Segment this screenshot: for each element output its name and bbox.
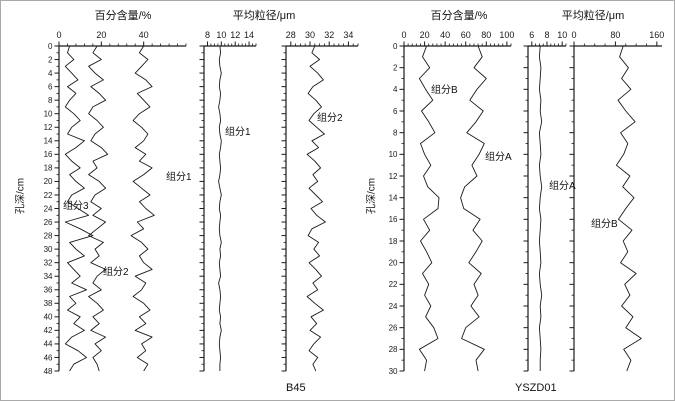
depth-tick-label: 0 xyxy=(393,42,398,51)
series-curve xyxy=(615,45,642,372)
depth-tick-label: 12 xyxy=(44,123,53,132)
x-tick-label: 60 xyxy=(461,30,471,40)
depth-tick-label: 36 xyxy=(44,286,53,295)
depth-tick-label: 2 xyxy=(48,55,53,64)
core-name-b45: B45 xyxy=(286,382,306,394)
x-tick-label: 14 xyxy=(244,30,254,40)
depth-tick-label: 4 xyxy=(48,69,53,78)
series-curve xyxy=(130,45,155,372)
depth-tick-label: 30 xyxy=(389,367,398,376)
depth-tick-label: 8 xyxy=(393,128,398,137)
depth-tick-label: 24 xyxy=(389,302,398,311)
depth-tick-label: 16 xyxy=(389,215,398,224)
series-label-b45-comp3-pct: 组分3 xyxy=(63,201,89,212)
x-tick-label: 10 xyxy=(557,30,567,40)
depth-tick-label: 42 xyxy=(44,326,53,335)
axis-title-percent-yszd: 百分含量/% xyxy=(430,10,488,22)
depth-tick-label: 24 xyxy=(44,204,53,213)
x-tick-label: 0 xyxy=(56,30,61,40)
depth-tick-label: 32 xyxy=(44,258,53,267)
series-label-yszd-compB-pct: 组分B xyxy=(431,85,458,96)
depth-tick-label: 12 xyxy=(389,172,398,181)
series-curve xyxy=(418,45,440,372)
series-curve xyxy=(88,45,109,372)
depth-tick-label: 38 xyxy=(44,299,53,308)
x-tick-label: 40 xyxy=(440,30,450,40)
depth-tick-label: 14 xyxy=(44,137,53,146)
depth-tick-label: 6 xyxy=(48,82,53,91)
depth-tick-label: 26 xyxy=(44,218,53,227)
x-tick-label: 0 xyxy=(571,30,576,40)
depth-tick-label: 8 xyxy=(48,96,53,105)
x-tick-label: 40 xyxy=(139,30,149,40)
x-tick-label: 6 xyxy=(529,30,534,40)
series-label-b45-comp2-pct: 组分2 xyxy=(103,267,129,278)
depth-tick-label: 34 xyxy=(44,272,53,281)
depth-tick-label: 30 xyxy=(44,245,53,254)
depth-tick-label: 18 xyxy=(389,237,398,246)
depth-tick-label: 22 xyxy=(44,191,53,200)
series-label-b45-comp1-gs: 组分1 xyxy=(225,127,251,138)
series-curve xyxy=(306,45,326,372)
axis-title-grainsize-yszd: 平均粒径/μm xyxy=(561,10,625,22)
x-tick-label: 28 xyxy=(286,30,296,40)
depth-tick-label: 0 xyxy=(48,42,53,51)
depth-tick-label: 16 xyxy=(44,150,53,159)
series-label-yszd-compA-pct: 组分A xyxy=(485,152,512,163)
x-tick-label: 8 xyxy=(205,30,210,40)
depth-tick-label: 26 xyxy=(389,323,398,332)
x-tick-label: 34 xyxy=(343,30,353,40)
x-tick-label: 30 xyxy=(305,30,315,40)
series-curve xyxy=(218,45,222,371)
series-curve xyxy=(538,45,543,371)
series-curve xyxy=(64,45,94,372)
series-label-yszd-compB-gs: 组分B xyxy=(591,219,618,230)
x-tick-label: 0 xyxy=(401,30,406,40)
axis-title-percent-b45: 百分含量/% xyxy=(94,10,152,22)
depth-tick-label: 18 xyxy=(44,164,53,173)
depth-axis-title-yszd: 孔深/cm xyxy=(366,177,378,215)
series-label-b45-comp2-gs: 组分2 xyxy=(317,113,343,124)
depth-tick-label: 6 xyxy=(393,107,398,116)
x-tick-label: 20 xyxy=(96,30,106,40)
x-tick-label: 10 xyxy=(216,30,226,40)
x-tick-label: 100 xyxy=(499,30,514,40)
depth-tick-label: 48 xyxy=(44,367,53,376)
depth-tick-label: 20 xyxy=(44,177,53,186)
axis-title-grainsize-b45: 平均粒径/μm xyxy=(232,10,296,22)
x-tick-label: 32 xyxy=(324,30,334,40)
depth-tick-label: 10 xyxy=(389,150,398,159)
depth-tick-label: 44 xyxy=(44,340,53,349)
depth-tick-label: 10 xyxy=(44,110,53,119)
depth-tick-label: 40 xyxy=(44,313,53,322)
depth-tick-label: 28 xyxy=(389,345,398,354)
depth-tick-label: 4 xyxy=(393,85,398,94)
depth-tick-label: 14 xyxy=(389,193,398,202)
x-tick-label: 8 xyxy=(544,30,549,40)
depth-tick-label: 28 xyxy=(44,231,53,240)
core-name-yszd: YSZD01 xyxy=(515,382,557,394)
depth-tick-label: 2 xyxy=(393,63,398,72)
x-tick-label: 20 xyxy=(420,30,430,40)
depth-tick-label: 46 xyxy=(44,353,53,362)
series-curve xyxy=(460,45,487,372)
x-tick-label: 12 xyxy=(230,30,240,40)
x-tick-label: 160 xyxy=(649,30,664,40)
x-tick-label: 80 xyxy=(610,30,620,40)
series-label-b45-comp1-pct: 组分1 xyxy=(166,172,192,183)
depth-axis-title-b45: 孔深/cm xyxy=(15,177,27,215)
depth-tick-label: 22 xyxy=(389,280,398,289)
depth-tick-label: 20 xyxy=(389,258,398,267)
series-label-yszd-compA-gs: 组分A xyxy=(549,181,576,192)
x-tick-label: 80 xyxy=(481,30,491,40)
